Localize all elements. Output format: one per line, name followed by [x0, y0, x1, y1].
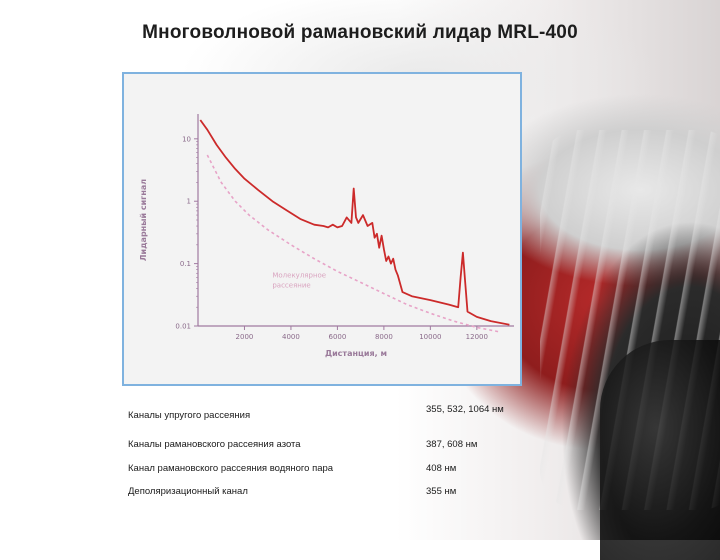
chart-ticks: 2000 4000 6000 8000 10000 12000 0.01 0.1 1 10 — [175, 135, 488, 341]
y-tick-label: 0.01 — [175, 323, 191, 331]
molecular-annotation-line-2: рассеяние — [272, 281, 310, 289]
x-tick-label: 12000 — [466, 333, 488, 341]
y-axis-title: Лидарный сигнал — [139, 179, 148, 261]
channel-label: Деполяризационный канал — [128, 486, 248, 497]
x-tick-label: 10000 — [419, 333, 441, 341]
channel-label: Каналы упругого рассеяния — [128, 410, 251, 421]
channel-value: 355, 532, 1064 нм — [426, 404, 504, 415]
lidar-signal-line — [199, 119, 510, 326]
y-tick-label: 10 — [182, 135, 191, 143]
x-tick-label: 8000 — [375, 333, 393, 341]
channel-label: Каналы рамановского рассеяния азота — [128, 439, 301, 450]
chart-series — [199, 119, 510, 333]
y-tick-label: 1 — [187, 198, 191, 206]
x-tick-label: 4000 — [282, 333, 300, 341]
molecular-annotation-line-1: Молекулярное — [272, 271, 326, 279]
channel-label: Канал рамановского рассеяния водяного па… — [128, 463, 334, 474]
x-tick-label: 6000 — [328, 333, 346, 341]
slide-title: Многоволновой рамановский лидар MRL-400 — [142, 22, 578, 43]
channel-value: 387, 608 нм — [426, 439, 478, 450]
y-tick-label: 0.1 — [180, 260, 191, 268]
lidar-chart: 2000 4000 6000 8000 10000 12000 0.01 0.1 1 10 Дис… — [122, 72, 522, 386]
x-axis-title: Дистанция, м — [325, 349, 387, 358]
molecular-scattering-line — [206, 154, 501, 333]
chart-canvas: 2000 4000 6000 8000 10000 12000 0.01 0.1 1 10 Дис… — [139, 114, 514, 358]
channel-value: 408 нм — [426, 463, 457, 474]
channel-value: 355 нм — [426, 486, 457, 497]
x-tick-label: 2000 — [236, 333, 254, 341]
